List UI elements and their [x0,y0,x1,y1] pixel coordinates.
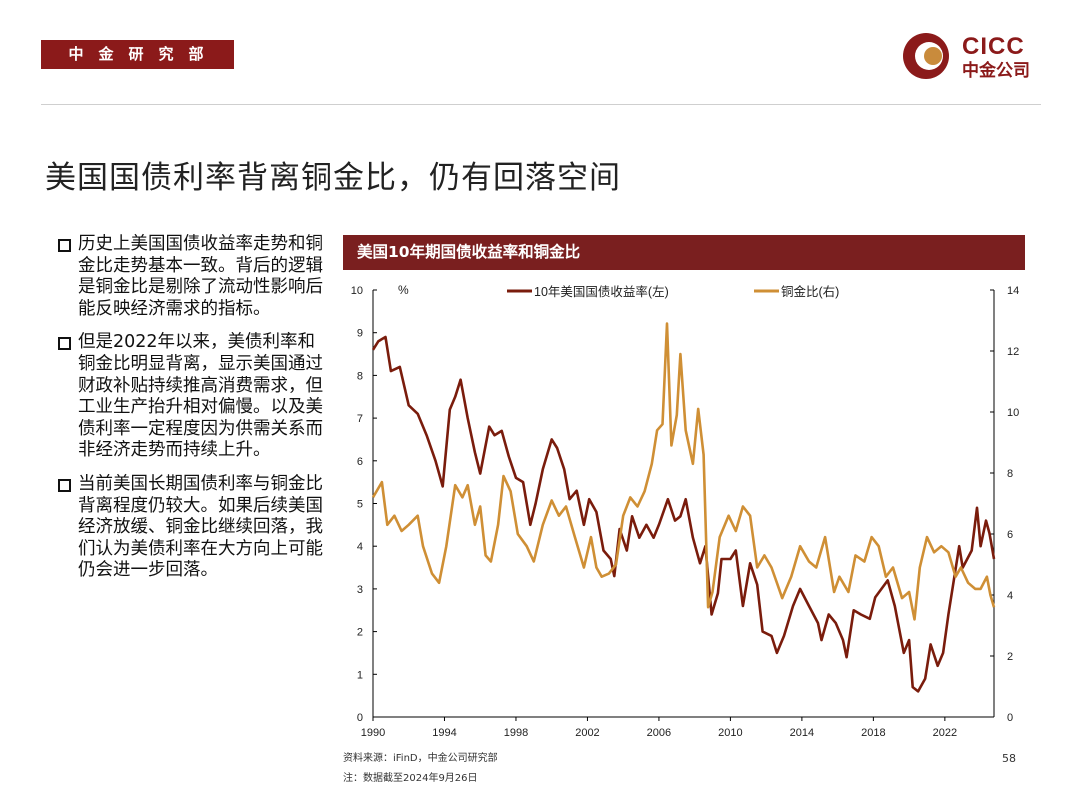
right-axis-tick-label: 12 [1007,346,1019,358]
logo-cn-text: 中金公司 [962,56,1030,81]
right-axis-tick-label: 6 [1007,529,1013,541]
left-axis-tick-label: 10 [351,285,363,297]
bullet-item: 但是2022年以来，美债利率和铜金比明显背离，显示美国通过财政补贴持续推高消费需… [56,332,328,462]
page-title: 美国国债利率背离铜金比，仍有回落空间 [45,152,621,197]
x-axis-tick-label: 1990 [361,727,385,739]
right-axis-tick-label: 8 [1007,468,1013,480]
bullet-text: 历史上美国国债收益率走势和铜金比走势基本一致。背后的逻辑是铜金比是剔除了流动性影… [78,234,323,319]
left-axis-tick-label: 8 [357,370,363,382]
x-axis-tick-label: 2018 [861,727,885,739]
cicc-logo: CICC 中金公司 [902,30,1052,82]
left-axis-tick-label: 4 [357,541,363,553]
right-axis-tick-label: 2 [1007,651,1013,663]
left-axis-tick-label: 6 [357,456,363,468]
right-axis-tick-label: 14 [1007,285,1019,297]
right-axis-tick-label: 4 [1007,590,1013,602]
bullet-item: 历史上美国国债收益率走势和铜金比走势基本一致。背后的逻辑是铜金比是剔除了流动性影… [56,234,328,320]
department-tag: 中金研究部 [41,40,234,69]
x-axis-tick-label: 2010 [718,727,742,739]
chart-header: 美国10年期国债收益率和铜金比 [343,235,1025,270]
left-axis-tick-label: 3 [357,584,363,596]
x-axis-tick-label: 2006 [647,727,671,739]
bullet-list: 历史上美国国债收益率走势和铜金比走势基本一致。背后的逻辑是铜金比是剔除了流动性影… [56,234,328,594]
left-axis-tick-label: 5 [357,499,363,511]
left-axis-tick-label: 7 [357,413,363,425]
x-axis-tick-label: 1998 [504,727,528,739]
series-line-copper-gold [373,324,994,620]
bullet-text: 当前美国长期国债利率与铜金比背离程度仍较大。如果后续美国经济放缓、铜金比继续回落… [78,474,323,580]
legend-label: 10年美国国债收益率(左) [534,284,669,299]
legend-label: 铜金比(右) [781,284,839,299]
date-note: 注：数据截至2024年9月26日 [343,769,478,784]
page-number: 58 [1002,752,1016,765]
header-divider [41,104,1041,105]
right-axis-tick-label: 10 [1007,407,1019,419]
right-axis-tick-label: 0 [1007,712,1013,724]
left-axis-tick-label: 9 [357,328,363,340]
left-axis-tick-label: 0 [357,712,363,724]
x-axis-tick-label: 2022 [933,727,957,739]
left-axis-tick-label: 1 [357,669,363,681]
unit-label: % [398,283,409,297]
cicc-logo-icon [902,30,954,82]
square-bullet-icon [58,239,71,252]
bullet-text: 但是2022年以来，美债利率和铜金比明显背离，显示美国通过财政补贴持续推高消费需… [78,332,323,460]
x-axis-tick-label: 1994 [432,727,456,739]
square-bullet-icon [58,479,71,492]
x-axis-tick-label: 2002 [575,727,599,739]
x-axis-tick-label: 2014 [790,727,814,739]
source-note: 资料来源：iFinD，中金公司研究部 [343,749,498,764]
left-axis-tick-label: 2 [357,627,363,639]
bullet-item: 当前美国长期国债利率与铜金比背离程度仍较大。如果后续美国经济放缓、铜金比继续回落… [56,474,328,582]
square-bullet-icon [58,337,71,350]
